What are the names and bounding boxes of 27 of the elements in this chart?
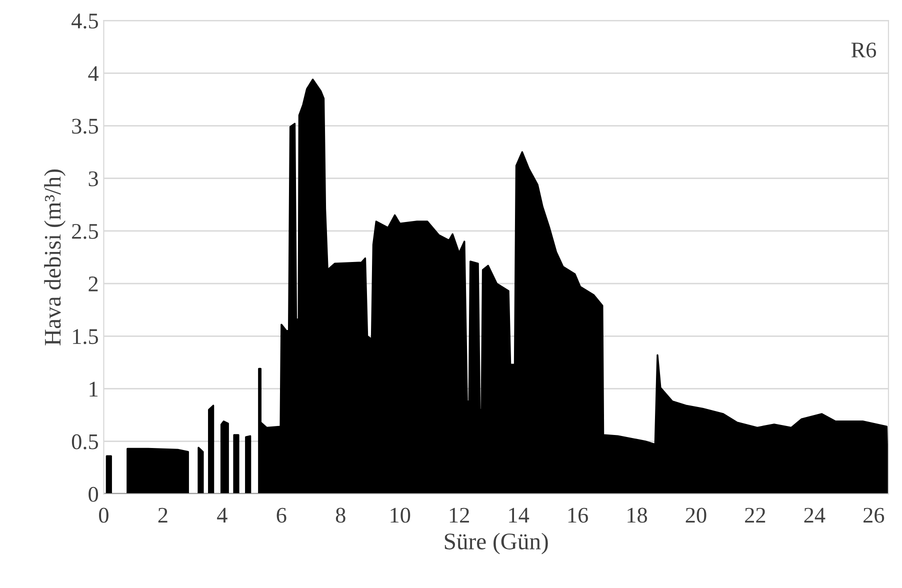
y-axis-title: Hava debisi (m³/h) xyxy=(44,170,66,346)
x-tick-label: 12 xyxy=(450,508,469,523)
y-tick-label: 2.5 xyxy=(72,224,98,239)
annotation: R6 xyxy=(851,42,876,58)
y-tick-label: 0.5 xyxy=(72,434,98,450)
y-tick-label: 1.5 xyxy=(73,329,98,344)
y-tick-label: 0 xyxy=(88,486,98,502)
x-tick-label: 18 xyxy=(628,508,648,523)
x-tick-label: 26 xyxy=(864,508,884,523)
x-tick-label: 14 xyxy=(509,508,530,523)
x-tick-label: 20 xyxy=(686,508,706,523)
y-tick-label: 2 xyxy=(88,276,98,292)
x-tick-label: 2 xyxy=(158,508,168,523)
x-axis-title: Süre (Gün) xyxy=(444,532,548,554)
x-tick-label: 24 xyxy=(804,508,826,523)
x-tick-label: 0 xyxy=(99,508,108,523)
x-tick-label: 8 xyxy=(336,508,346,523)
x-tick-label: 10 xyxy=(390,508,410,523)
x-tick-label: 6 xyxy=(276,508,286,523)
x-tick-label: 4 xyxy=(217,508,228,523)
y-tick-label: 3 xyxy=(88,171,98,186)
y-tick-label: 3.5 xyxy=(72,118,98,134)
y-tick-label: 1 xyxy=(90,382,98,396)
y-tick-label: 4.5 xyxy=(72,14,98,29)
x-tick-label: 22 xyxy=(745,508,766,523)
y-tick-label: 4 xyxy=(88,66,99,81)
x-tick-label: 16 xyxy=(568,508,588,523)
